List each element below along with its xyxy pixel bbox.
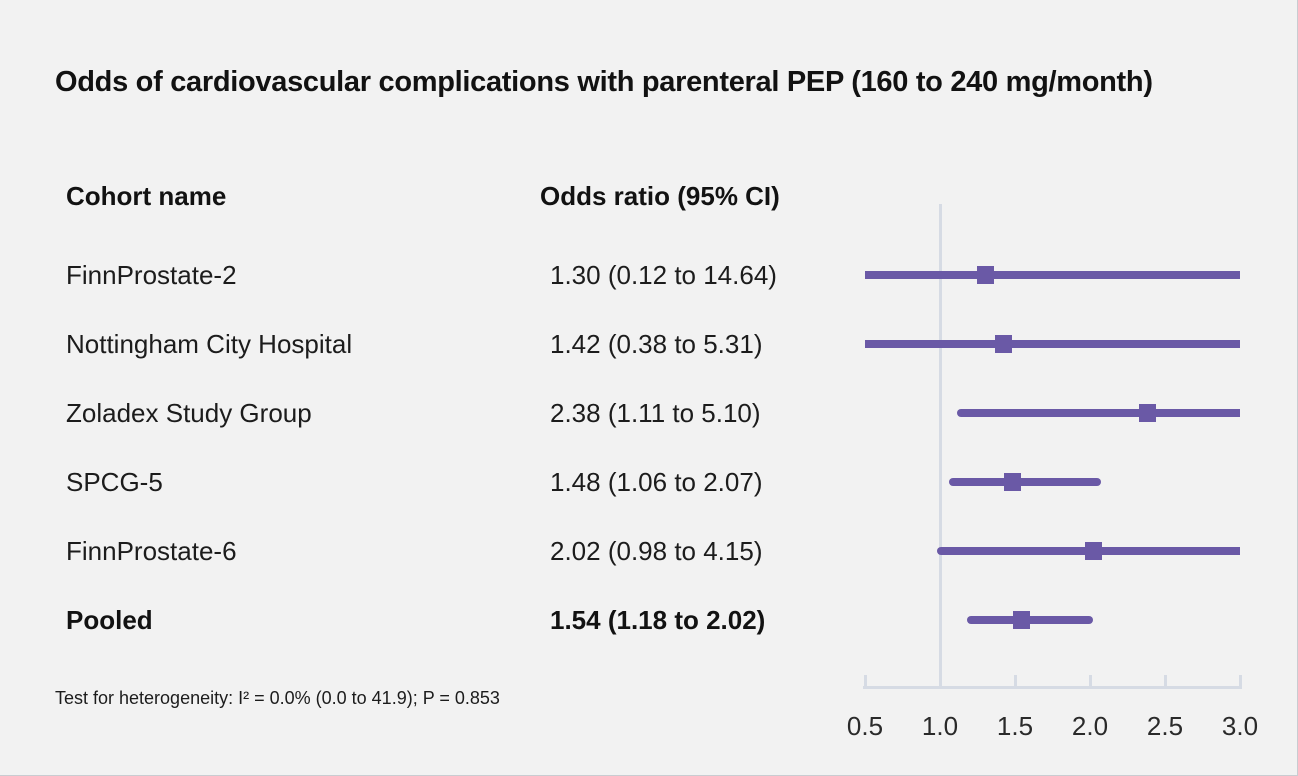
- x-axis-line: [863, 686, 1242, 689]
- axis-tick-label: 0.5: [846, 711, 884, 741]
- odds-ratio-value: 1.30 (0.12 to 14.64): [550, 260, 777, 290]
- odds-ratio-value: 1.48 (1.06 to 2.07): [550, 467, 763, 497]
- column-header-cohort-name: Cohort name: [66, 181, 227, 211]
- odds-ratio-value: 1.42 (0.38 to 5.31): [550, 329, 763, 359]
- cohort-name: FinnProstate-2: [66, 260, 237, 290]
- heterogeneity-note: Test for heterogeneity: I² = 0.0% (0.0 t…: [55, 688, 500, 708]
- reference-line-at-1: [938, 204, 942, 689]
- cohort-name: FinnProstate-6: [66, 536, 237, 566]
- confidence-interval-line: [956, 409, 1240, 417]
- confidence-interval-line: [967, 616, 1093, 624]
- axis-tick: [1238, 675, 1242, 686]
- cohort-name: Zoladex Study Group: [66, 398, 312, 428]
- confidence-interval-line: [865, 340, 1240, 348]
- axis-tick-label: 3.0: [1221, 711, 1259, 741]
- odds-ratio-value: 2.38 (1.11 to 5.10): [550, 398, 761, 428]
- estimate-marker: [1003, 473, 1021, 491]
- estimate-marker: [1084, 542, 1102, 560]
- odds-ratio-value: 2.02 (0.98 to 4.15): [550, 536, 763, 566]
- axis-tick: [1163, 675, 1167, 686]
- estimate-marker: [1012, 611, 1030, 629]
- axis-tick: [1013, 675, 1017, 686]
- cohort-name: Nottingham City Hospital: [66, 329, 353, 359]
- column-header-odds-ratio: Odds ratio (95% CI): [540, 181, 780, 211]
- axis-tick: [863, 675, 867, 686]
- odds-ratio-value: 1.54 (1.18 to 2.02): [550, 605, 766, 635]
- confidence-interval-line: [949, 478, 1101, 486]
- figure-title: Odds of cardiovascular complications wit…: [55, 66, 1153, 98]
- cohort-name: SPCG-5: [66, 467, 163, 497]
- estimate-marker: [994, 335, 1012, 353]
- axis-tick-label: 2.5: [1146, 711, 1184, 741]
- axis-tick: [938, 675, 942, 686]
- axis-tick-label: 1.5: [996, 711, 1034, 741]
- cohort-name: Pooled: [66, 605, 153, 635]
- estimate-marker: [1138, 404, 1156, 422]
- axis-tick: [1088, 675, 1092, 686]
- axis-tick-label: 1.0: [921, 711, 959, 741]
- estimate-marker: [976, 266, 994, 284]
- axis-tick-label: 2.0: [1071, 711, 1109, 741]
- confidence-interval-line: [865, 271, 1240, 279]
